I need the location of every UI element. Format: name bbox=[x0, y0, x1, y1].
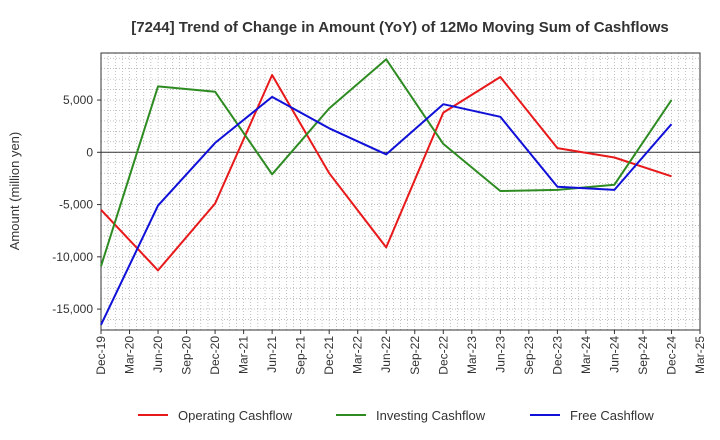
x-tick-label: Jun-20 bbox=[151, 336, 165, 373]
legend-label: Investing Cashflow bbox=[376, 408, 486, 423]
y-tick-labels: 5,000 0 -5,000 -10,000 -15,000 bbox=[52, 93, 101, 316]
x-tick-label: Mar-25 bbox=[693, 336, 707, 374]
x-tick-label: Dec-19 bbox=[94, 336, 108, 375]
x-tick-label: Sep-24 bbox=[636, 336, 650, 375]
x-tick-label: Jun-24 bbox=[607, 336, 621, 373]
x-tick-label: Sep-21 bbox=[294, 336, 308, 375]
x-tick-label: Mar-23 bbox=[465, 336, 479, 374]
x-tick-label: Jun-21 bbox=[265, 336, 279, 373]
x-tick-label: Dec-22 bbox=[436, 336, 450, 375]
series-line-free-cashflow bbox=[100, 95, 673, 326]
x-tick-label: Mar-24 bbox=[579, 336, 593, 374]
grid bbox=[100, 53, 701, 331]
x-tick-label: Sep-23 bbox=[522, 336, 536, 375]
series-line-operating-cashflow bbox=[100, 74, 672, 272]
y-tick-label: 0 bbox=[86, 145, 93, 159]
x-tick-label: Mar-22 bbox=[351, 336, 365, 374]
plot-frame bbox=[100, 52, 701, 331]
x-tick-label: Dec-21 bbox=[322, 336, 336, 375]
y-tick-label: -5,000 bbox=[59, 198, 93, 212]
x-tick-label: Dec-23 bbox=[550, 336, 564, 375]
x-tick-label: Sep-20 bbox=[180, 336, 194, 375]
x-tick-label: Jun-23 bbox=[493, 336, 507, 373]
y-tick-label: -15,000 bbox=[52, 302, 93, 316]
x-tick-label: Mar-21 bbox=[237, 336, 251, 374]
legend-label: Free Cashflow bbox=[570, 408, 654, 423]
legend-label: Operating Cashflow bbox=[178, 408, 293, 423]
legend: Operating Cashflow Investing Cashflow Free… bbox=[138, 408, 654, 423]
x-tick-labels: Dec-19 Mar-20 Jun-20 Sep-20 Dec-20 Mar-21 Jun-… bbox=[94, 330, 707, 375]
series-group bbox=[100, 58, 673, 326]
x-tick-label: Mar-20 bbox=[123, 336, 137, 374]
x-tick-label: Jun-22 bbox=[379, 336, 393, 373]
y-tick-label: 5,000 bbox=[63, 93, 93, 107]
x-tick-label: Sep-22 bbox=[408, 336, 422, 375]
x-tick-label: Dec-24 bbox=[664, 336, 678, 375]
y-axis-label: Amount (million yen) bbox=[7, 132, 22, 251]
y-tick-label: -10,000 bbox=[52, 250, 93, 264]
chart-title: [7244] Trend of Change in Amount (YoY) o… bbox=[131, 19, 669, 36]
x-tick-label: Dec-20 bbox=[208, 336, 222, 375]
